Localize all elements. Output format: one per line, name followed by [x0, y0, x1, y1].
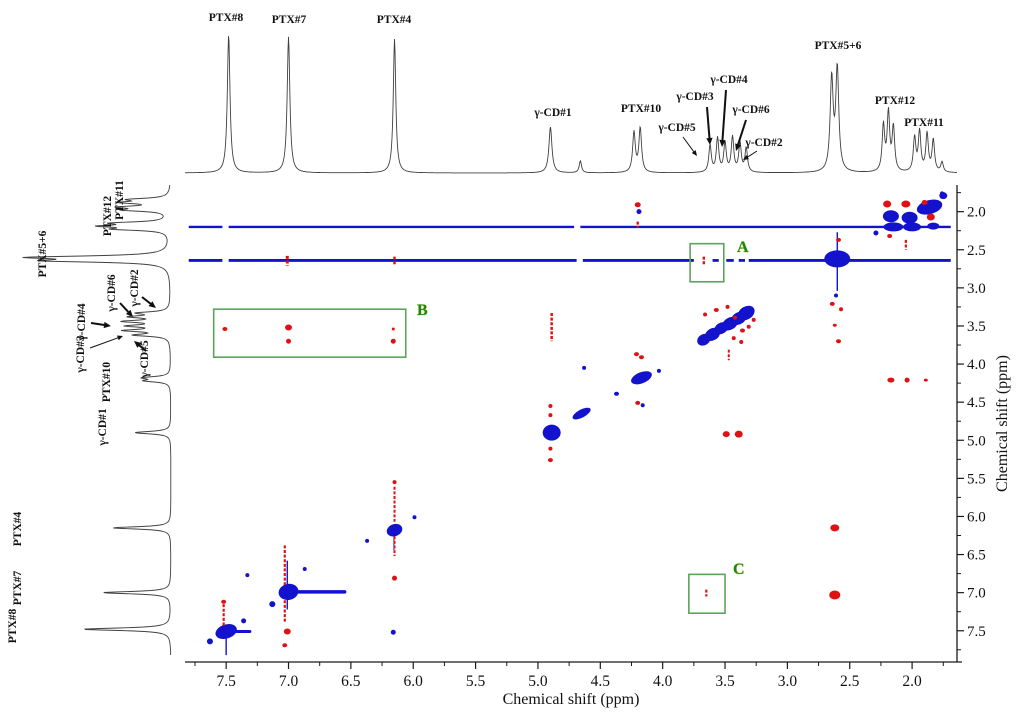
y-tick-label: 3.0 [967, 281, 986, 297]
y-tick-label: 5.0 [967, 433, 986, 449]
top-1d-spectrum [185, 36, 957, 174]
left-peak-label: PTX#7 [12, 571, 24, 606]
highlight-boxes: A B C [212, 239, 749, 615]
left-peak-label: PTX#5+6 [37, 230, 49, 277]
left-peak-label: PTX#11 [114, 180, 126, 220]
x-tick-label: 6.5 [341, 673, 361, 690]
y-tick-label: 7.0 [967, 586, 986, 602]
top-peak-labels: PTX#8 PTX#7 PTX#4 γ-CD#1 PTX#10 γ-CD#5 γ-CD#3 γ… [209, 12, 944, 160]
x-tick-label: 6.0 [404, 673, 424, 690]
top-peak-label: γ-CD#2 [744, 137, 783, 149]
box-label-C: C [733, 561, 745, 578]
y-tick-label: 2.0 [967, 205, 986, 221]
top-peak-label: PTX#8 [209, 12, 244, 24]
box-label-B: B [417, 302, 428, 319]
left-peak-label: γ-CD#6 [106, 274, 118, 313]
left-peak-labels: PTX#11PTX#12PTX#5+6γ-CD#2γ-CD#6γ-CD#4γ-C… [7, 180, 156, 643]
x-tick-label: 7.5 [216, 673, 236, 690]
top-peak-label: γ-CD#6 [731, 104, 770, 116]
left-peak-label: γ-CD#3 [75, 335, 87, 374]
top-peak-label: γ-CD#1 [533, 107, 572, 119]
x-tick-label: 2.0 [902, 673, 922, 690]
x-tick-label: 7.0 [279, 673, 299, 690]
box-label-A: A [737, 239, 749, 256]
label-arrow [735, 119, 747, 151]
y-tick-label: 6.5 [967, 548, 986, 564]
x-tick-label: 2.5 [840, 673, 860, 690]
x-tick-label: 3.0 [778, 673, 798, 690]
top-peak-label: γ-CD#5 [657, 122, 696, 134]
y-tick-label: 7.5 [967, 624, 986, 640]
red-contour-peaks [221, 200, 935, 648]
label-arrow [89, 335, 123, 349]
y-tick-label: 2.5 [967, 243, 986, 259]
x-tick-label: 5.0 [528, 673, 548, 690]
top-peak-label: PTX#11 [904, 117, 944, 129]
y-axis-title: Chemical shift (ppm) [994, 355, 1011, 492]
blue-contour-peaks [206, 191, 948, 656]
y-tick-label: 4.5 [967, 395, 986, 411]
label-arrow [119, 302, 133, 317]
top-peak-label: PTX#12 [875, 95, 916, 107]
left-peak-label: γ-CD#2 [129, 269, 141, 308]
top-peak-label: γ-CD#3 [675, 91, 714, 103]
x-tick-label: 4.0 [653, 673, 673, 690]
left-peak-label: PTX#12 [102, 196, 114, 237]
top-peak-label: PTX#5+6 [815, 40, 862, 52]
label-arrow [719, 89, 727, 147]
label-arrow [706, 106, 713, 145]
y-tick-label: 6.0 [967, 509, 986, 525]
x-tick-label: 5.5 [466, 673, 486, 690]
highlight-box-C: C [688, 561, 745, 615]
y-tick-label: 5.5 [967, 471, 986, 487]
label-arrow [141, 296, 156, 308]
label-arrow [682, 136, 697, 156]
axes: 7.5 7.0 6.5 6.0 5.5 5.0 4.5 4.0 3.5 3.0 2.5 2.0 2.0 2… [185, 185, 1011, 708]
label-arrow [743, 150, 758, 160]
y-tick-label: 3.5 [967, 319, 986, 335]
left-1d-spectrum [22, 184, 172, 655]
label-arrow [134, 341, 147, 352]
label-arrow [90, 321, 111, 329]
left-peak-label: γ-CD#1 [97, 408, 109, 447]
left-peak-label: γ-CD#5 [139, 340, 151, 379]
top-peak-label: PTX#7 [272, 14, 307, 26]
t1-ridge-streaks [188, 225, 951, 262]
top-peak-label: PTX#10 [621, 103, 662, 115]
left-peak-label: PTX#4 [12, 512, 24, 547]
y-tick-label: 4.0 [967, 357, 986, 373]
highlight-box-B: B [212, 302, 428, 359]
left-peak-label: PTX#10 [101, 362, 113, 403]
top-peak-label: γ-CD#4 [709, 74, 748, 86]
x-tick-label: 3.5 [715, 673, 735, 690]
x-tick-label: 4.5 [591, 673, 611, 690]
highlight-box-A: A [689, 239, 749, 283]
top-peak-label: PTX#4 [377, 14, 412, 26]
left-peak-label: γ-CD#4 [76, 303, 88, 342]
left-peak-label: PTX#8 [7, 609, 19, 644]
x-axis-title: Chemical shift (ppm) [503, 691, 640, 708]
